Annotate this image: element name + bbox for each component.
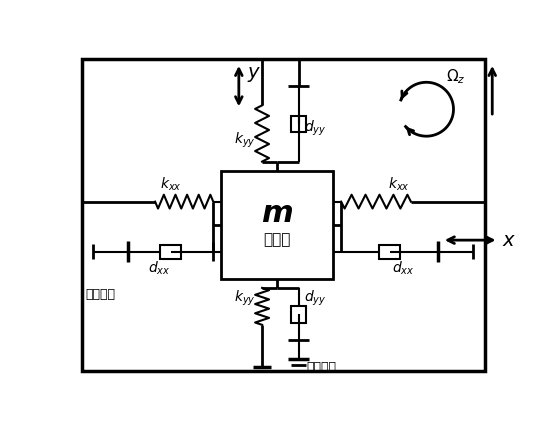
Text: $d_{xx}$: $d_{xx}$ — [392, 260, 414, 277]
Text: 电容测量: 电容测量 — [86, 287, 115, 301]
Text: $d_{yy}$: $d_{yy}$ — [304, 288, 327, 308]
Text: $d_{xx}$: $d_{xx}$ — [148, 260, 170, 277]
Text: $y$: $y$ — [247, 65, 261, 84]
Text: $k_{xx}$: $k_{xx}$ — [389, 176, 410, 193]
Text: $k_{yy}$: $k_{yy}$ — [234, 288, 256, 308]
Text: 电容测量: 电容测量 — [306, 361, 337, 374]
Bar — [291, 305, 306, 323]
Bar — [291, 116, 306, 132]
Bar — [221, 171, 333, 278]
Text: $\Omega_z$: $\Omega_z$ — [446, 67, 465, 86]
Text: $d_{yy}$: $d_{yy}$ — [304, 119, 327, 138]
Text: $x$: $x$ — [501, 231, 516, 250]
Bar — [378, 245, 400, 259]
Text: $k_{xx}$: $k_{xx}$ — [160, 176, 182, 193]
Bar — [160, 245, 182, 259]
Text: 质量块: 质量块 — [263, 233, 291, 248]
Text: $\bfit{m}$: $\bfit{m}$ — [261, 199, 293, 228]
Text: $k_{yy}$: $k_{yy}$ — [234, 130, 256, 150]
